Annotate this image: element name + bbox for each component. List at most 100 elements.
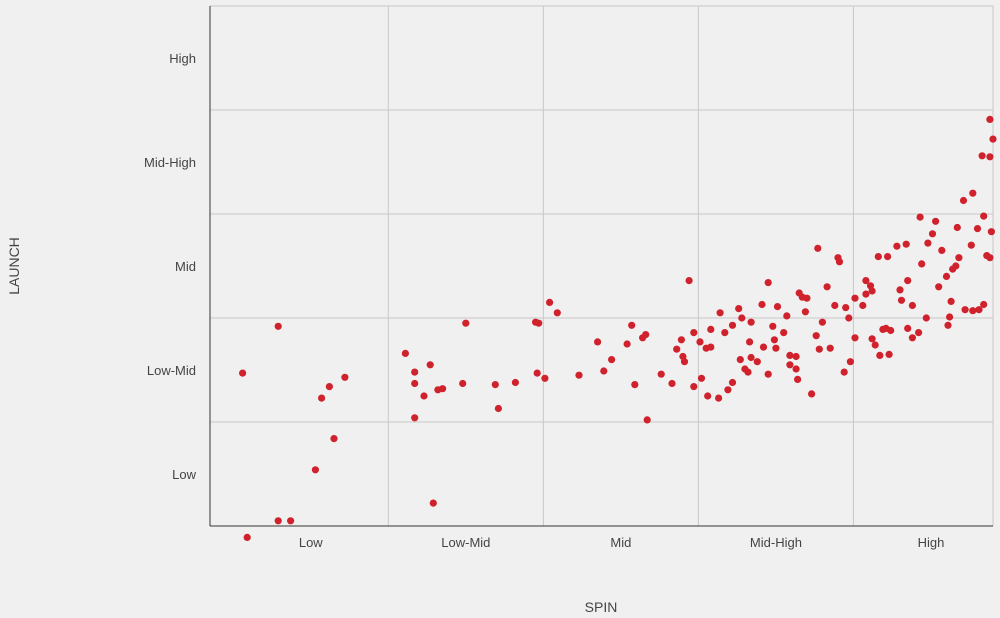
y-tick-label: Low-Mid — [147, 363, 196, 378]
x-tick-labels: Low Low-Mid Mid Mid-High High — [299, 535, 945, 550]
data-point — [707, 343, 715, 351]
data-point — [330, 435, 338, 443]
data-point — [953, 223, 961, 232]
data-point — [728, 378, 737, 387]
data-point — [696, 338, 704, 346]
data-point — [411, 368, 419, 376]
data-point — [978, 152, 986, 160]
data-point — [642, 331, 650, 339]
data-point — [769, 322, 777, 330]
data-point — [792, 352, 800, 361]
data-point — [932, 217, 940, 225]
data-point — [952, 262, 960, 270]
data-point — [986, 153, 994, 161]
data-point — [735, 305, 743, 313]
data-point — [980, 212, 988, 220]
y-axis-label: LAUNCH — [6, 237, 22, 295]
data-point — [738, 314, 746, 322]
data-point — [594, 338, 602, 346]
data-point — [673, 345, 681, 353]
data-point — [980, 300, 988, 309]
data-point — [969, 189, 977, 197]
data-point — [973, 225, 982, 233]
data-point — [887, 326, 895, 335]
data-point — [724, 386, 732, 394]
data-point — [874, 253, 882, 261]
data-point — [944, 321, 952, 329]
data-point — [928, 230, 937, 238]
x-axis-label: SPIN — [585, 599, 618, 615]
data-point — [772, 344, 780, 352]
data-point — [411, 414, 419, 422]
data-point — [546, 298, 554, 306]
data-point — [955, 254, 963, 262]
data-point — [631, 381, 639, 389]
data-point — [721, 329, 729, 337]
data-point — [915, 329, 923, 337]
data-point — [961, 306, 969, 314]
data-point — [736, 356, 744, 364]
data-point — [680, 358, 689, 366]
data-point — [845, 314, 853, 322]
data-point — [885, 350, 893, 358]
data-point — [511, 378, 519, 387]
data-point — [851, 334, 859, 342]
data-point — [786, 361, 794, 369]
data-point — [608, 356, 616, 364]
data-point — [491, 381, 499, 389]
data-point — [429, 499, 437, 507]
data-point — [685, 277, 693, 285]
data-point — [812, 332, 820, 340]
data-point — [459, 379, 467, 388]
grid-lines — [210, 5, 994, 526]
data-point — [823, 283, 831, 291]
x-tick-label: Low — [299, 535, 323, 550]
data-point — [967, 241, 975, 249]
data-point — [947, 297, 955, 305]
data-point — [959, 196, 968, 205]
data-point — [628, 321, 636, 329]
data-point — [341, 373, 349, 381]
data-point — [764, 370, 772, 378]
data-point — [764, 279, 772, 287]
data-point — [747, 318, 755, 326]
data-point — [859, 301, 867, 310]
data-point — [773, 303, 782, 311]
data-point — [697, 374, 706, 382]
data-point — [533, 369, 541, 377]
x-tick-label: High — [918, 535, 945, 550]
data-point — [884, 253, 892, 261]
data-point — [840, 368, 848, 376]
data-point — [938, 246, 946, 254]
y-tick-label: High — [169, 51, 196, 66]
data-point — [318, 394, 326, 402]
data-point — [553, 309, 561, 317]
data-point — [426, 361, 434, 369]
data-point — [916, 213, 924, 221]
data-point — [780, 329, 788, 337]
x-tick-label: Mid-High — [750, 535, 802, 550]
data-point — [541, 374, 549, 382]
data-point — [801, 308, 810, 316]
data-point — [871, 341, 879, 349]
data-point — [986, 115, 994, 123]
data-point — [826, 344, 834, 352]
x-tick-label: Mid — [610, 535, 631, 550]
data-point — [815, 345, 823, 353]
data-point — [902, 240, 910, 248]
data-point — [575, 371, 583, 379]
data-point — [868, 335, 876, 343]
data-point — [311, 466, 319, 474]
data-point — [876, 351, 884, 359]
data-point — [287, 517, 295, 525]
data-point — [753, 358, 761, 366]
data-point — [831, 301, 839, 310]
data-point — [462, 319, 470, 327]
data-point — [835, 258, 844, 266]
data-point — [786, 351, 794, 359]
data-point — [897, 296, 906, 304]
data-point — [707, 325, 715, 333]
data-point — [747, 353, 755, 362]
data-point — [942, 272, 951, 280]
data-point — [746, 338, 754, 346]
